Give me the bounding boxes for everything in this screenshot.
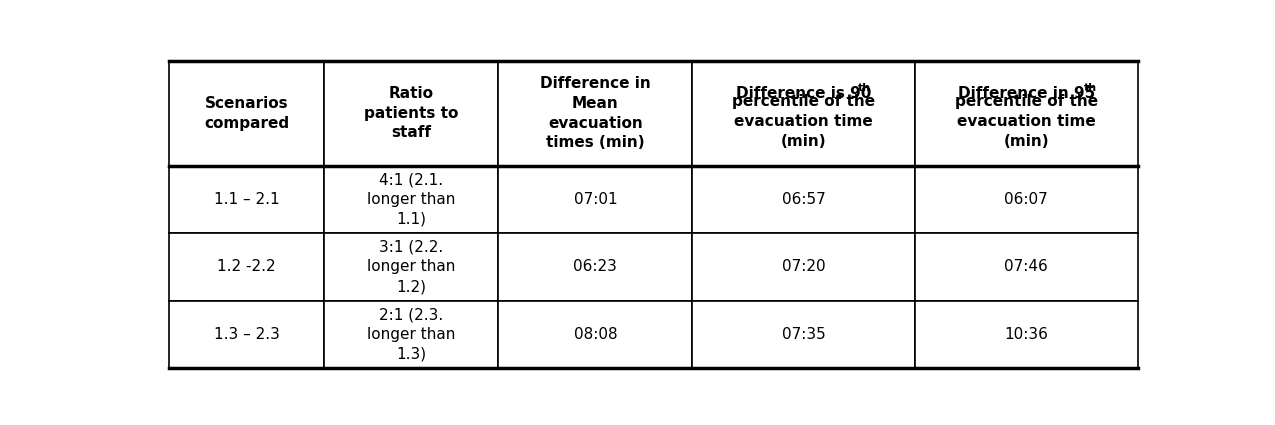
Text: Difference in
Mean
evacuation
times (min): Difference in Mean evacuation times (min… — [539, 76, 650, 150]
Bar — [324, 61, 499, 166]
Bar — [170, 233, 324, 301]
Text: 4:1 (2.1.
longer than
1.1): 4:1 (2.1. longer than 1.1) — [367, 172, 455, 227]
Text: 08:08: 08:08 — [574, 327, 617, 342]
Bar — [499, 301, 692, 368]
Text: 07:46: 07:46 — [1005, 260, 1048, 275]
Text: 1.3 – 2.3: 1.3 – 2.3 — [214, 327, 279, 342]
Text: 3:1 (2.2.
longer than
1.2): 3:1 (2.2. longer than 1.2) — [367, 240, 455, 294]
Text: Difference is 90: Difference is 90 — [736, 86, 871, 101]
Bar — [324, 301, 499, 368]
Text: 10:36: 10:36 — [1005, 327, 1048, 342]
Bar — [499, 233, 692, 301]
Text: 07:01: 07:01 — [574, 192, 617, 207]
Bar — [915, 61, 1137, 166]
Bar — [692, 166, 915, 233]
Bar — [692, 61, 915, 166]
Text: 2:1 (2.3.
longer than
1.3): 2:1 (2.3. longer than 1.3) — [367, 307, 455, 362]
Text: 06:57: 06:57 — [782, 192, 825, 207]
Bar — [170, 166, 324, 233]
Text: 07:35: 07:35 — [782, 327, 825, 342]
Bar — [324, 166, 499, 233]
Bar — [915, 301, 1137, 368]
Text: Ratio
patients to
staff: Ratio patients to staff — [365, 86, 459, 141]
Text: 1.2 -2.2: 1.2 -2.2 — [218, 260, 277, 275]
Text: Difference in 95: Difference in 95 — [958, 86, 1095, 101]
Bar — [170, 61, 324, 166]
Bar — [499, 61, 692, 166]
Text: 1.1 – 2.1: 1.1 – 2.1 — [214, 192, 279, 207]
Text: 07:20: 07:20 — [782, 260, 825, 275]
Bar — [915, 166, 1137, 233]
Text: 06:07: 06:07 — [1005, 192, 1048, 207]
Bar — [499, 166, 692, 233]
Bar — [170, 301, 324, 368]
Text: Scenarios
compared: Scenarios compared — [204, 96, 289, 130]
Bar — [324, 233, 499, 301]
Text: percentile of the
evacuation time
(min): percentile of the evacuation time (min) — [955, 94, 1098, 149]
Text: th: th — [858, 82, 871, 93]
Bar — [915, 233, 1137, 301]
Bar — [692, 233, 915, 301]
Bar — [692, 301, 915, 368]
Text: percentile of the
evacuation time
(min): percentile of the evacuation time (min) — [732, 94, 875, 149]
Text: 06:23: 06:23 — [574, 260, 617, 275]
Text: th: th — [1084, 82, 1096, 93]
